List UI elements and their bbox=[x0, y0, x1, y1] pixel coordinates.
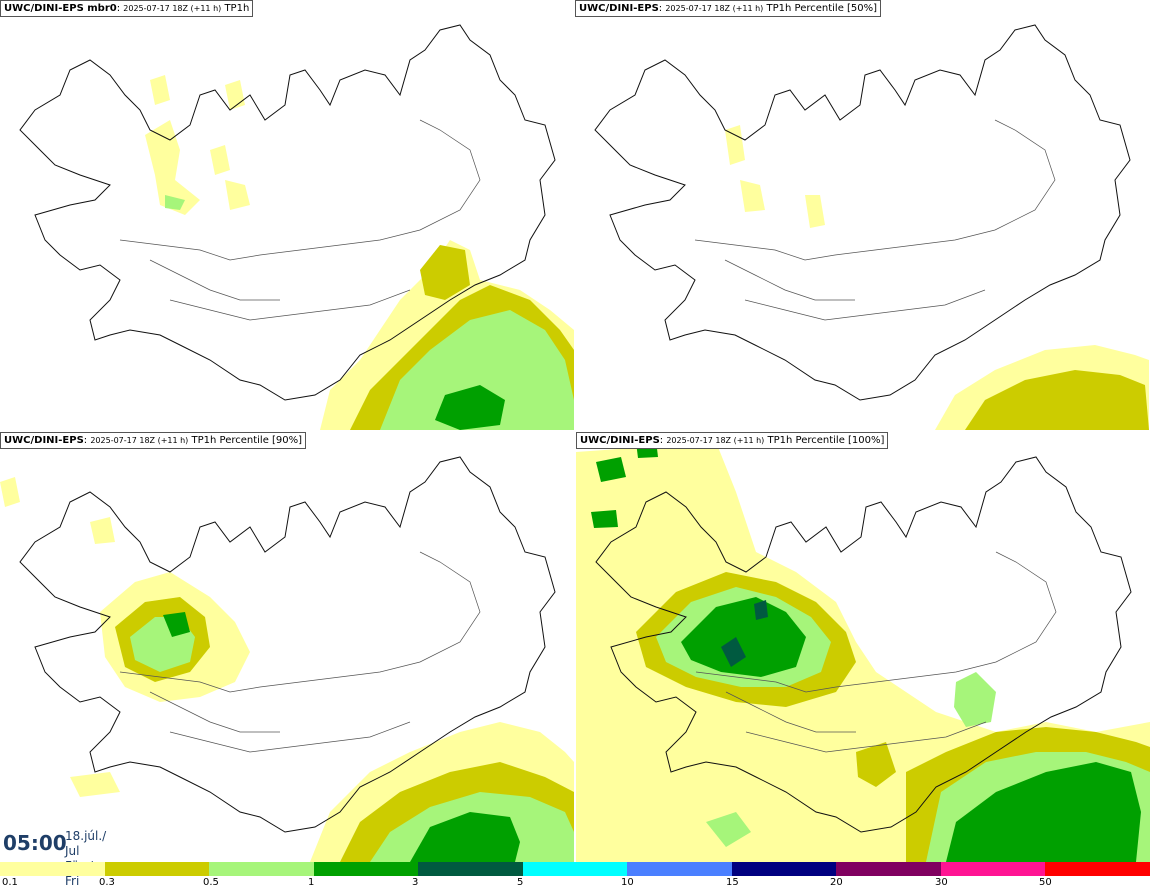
precip-fill bbox=[725, 125, 1149, 430]
run-time: 2025-07-17 18Z (+11 h) bbox=[666, 436, 765, 445]
colorbar-tick-label: 20 bbox=[830, 877, 843, 888]
field-name: TP1h Percentile [50%] bbox=[766, 3, 878, 14]
colorbar-tick-label: 15 bbox=[726, 877, 739, 888]
precip-fill bbox=[0, 477, 574, 862]
colorbar-segment bbox=[836, 862, 941, 876]
colorbar-segment bbox=[0, 862, 105, 876]
panel-title: UWC/DINI-EPS: 2025-07-17 18Z (+11 h) TP1… bbox=[575, 0, 882, 17]
valid-time: 05:00 bbox=[3, 831, 67, 855]
colorbar-tick-label: 30 bbox=[935, 877, 948, 888]
precip-fill bbox=[576, 440, 1150, 862]
colorbar-segment bbox=[418, 862, 523, 876]
colorbar-tick-label: 0.5 bbox=[203, 877, 219, 888]
colorbar-tick-label: 10 bbox=[621, 877, 634, 888]
run-time: 2025-07-17 18Z (+11 h) bbox=[123, 4, 222, 13]
colorbar-tick-label: 0.3 bbox=[99, 877, 115, 888]
colorbar-segment bbox=[313, 862, 419, 876]
colorbar-tick-label: 50 bbox=[1039, 877, 1052, 888]
valid-time-box: 05:00 18.júl./ Jul Fös./ Fri bbox=[0, 825, 110, 888]
run-time: 2025-07-17 18Z (+11 h) bbox=[665, 4, 764, 13]
map-panel-mbr0: UWC/DINI-EPS mbr0: 2025-07-17 18Z (+11 h… bbox=[0, 0, 574, 430]
colorbar-segment bbox=[940, 862, 1046, 876]
precip-map bbox=[0, 456, 574, 862]
colorbar-tick-label: 1 bbox=[308, 877, 315, 888]
colorbar-ticks: 0.1 0.3 0.5 1 3 5 10 15 20 30 50 bbox=[0, 877, 1150, 891]
colorbar-segment bbox=[1045, 862, 1150, 876]
precip-map bbox=[19, 24, 574, 430]
map-panel-p90: UWC/DINI-EPS: 2025-07-17 18Z (+11 h) TP1… bbox=[0, 432, 574, 862]
field-name: TP1h Percentile [100%] bbox=[767, 435, 885, 446]
colorbar-segment bbox=[522, 862, 628, 876]
iceland-coastline bbox=[595, 456, 1132, 833]
colorbar-tick-label: 5 bbox=[517, 877, 524, 888]
run-time: 2025-07-17 18Z (+11 h) bbox=[90, 436, 189, 445]
colorbar-tick-label: 3 bbox=[412, 877, 419, 888]
field-name: TP1h Percentile [90%] bbox=[191, 435, 303, 446]
model-name: UWC/DINI-EPS bbox=[579, 3, 659, 14]
map-panel-p100: UWC/DINI-EPS: 2025-07-17 18Z (+11 h) TP1… bbox=[576, 432, 1150, 862]
colorbar-segment bbox=[209, 862, 314, 876]
model-name: UWC/DINI-EPS mbr0 bbox=[4, 3, 117, 14]
map-panel-p50: UWC/DINI-EPS: 2025-07-17 18Z (+11 h) TP1… bbox=[575, 0, 1149, 430]
colorbar-segment bbox=[104, 862, 210, 876]
valid-date-line1: 18.júl./ Jul bbox=[65, 829, 107, 858]
panel-title: UWC/DINI-EPS: 2025-07-17 18Z (+11 h) TP1… bbox=[576, 432, 889, 449]
precip-colorbar bbox=[0, 862, 1150, 876]
precip-map bbox=[594, 24, 1149, 430]
precip-fill bbox=[145, 75, 574, 430]
panel-title: UWC/DINI-EPS: 2025-07-17 18Z (+11 h) TP1… bbox=[0, 432, 307, 449]
colorbar-tick-label: 0.1 bbox=[2, 877, 18, 888]
iceland-coastline bbox=[19, 456, 556, 833]
model-name: UWC/DINI-EPS bbox=[4, 435, 84, 446]
colorbar-segment bbox=[627, 862, 732, 876]
panel-title: UWC/DINI-EPS mbr0: 2025-07-17 18Z (+11 h… bbox=[0, 0, 254, 17]
precip-map bbox=[576, 440, 1150, 862]
model-name: UWC/DINI-EPS bbox=[580, 435, 660, 446]
field-name: TP1h bbox=[224, 3, 250, 14]
colorbar-segment bbox=[731, 862, 837, 876]
iceland-coastline bbox=[19, 24, 556, 401]
iceland-coastline bbox=[594, 24, 1131, 401]
